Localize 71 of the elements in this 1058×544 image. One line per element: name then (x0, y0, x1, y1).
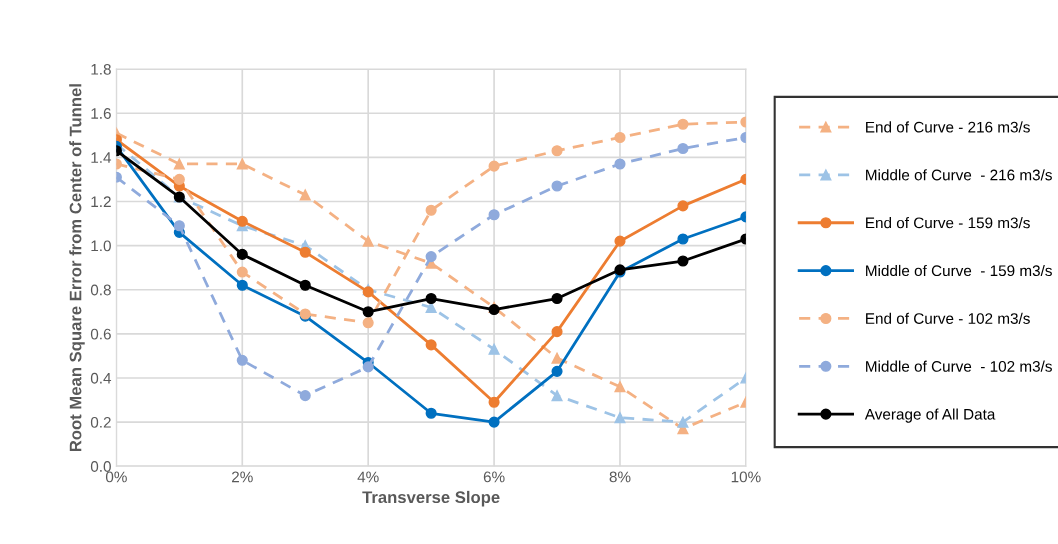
point (551, 390, 563, 402)
y-axis-title: Root Mean Square Error from Center of Tunnel (69, 84, 85, 452)
point (488, 396, 500, 408)
y-tick-label: 0.0 (90, 461, 111, 472)
point (614, 412, 626, 424)
legend-label: End of Curve - 102 m3/s (866, 312, 1030, 324)
point (551, 365, 563, 377)
point (425, 204, 437, 216)
point (299, 279, 311, 291)
x-tick-label: 0% (105, 471, 127, 483)
point (551, 180, 563, 192)
point (677, 233, 689, 245)
point (488, 209, 500, 221)
point (362, 361, 374, 373)
point (425, 292, 437, 305)
y-tick-label: 1.6 (91, 108, 111, 119)
point (425, 339, 437, 351)
point (236, 279, 248, 291)
y-tick-label: 1.0 (91, 240, 111, 252)
point (551, 326, 563, 338)
point (551, 145, 563, 157)
point (299, 246, 311, 258)
x-tick-label: 8% (609, 471, 631, 483)
y-tick-label: 0.4 (90, 372, 112, 384)
legend-label: Middle of Curve - 102 m3/s (866, 360, 1052, 372)
point (677, 142, 689, 155)
point (551, 352, 563, 364)
point (362, 317, 374, 329)
point (236, 266, 248, 278)
y-tick-label: 0.2 (90, 416, 111, 428)
point (488, 304, 500, 316)
point (299, 390, 311, 402)
point (173, 158, 185, 170)
point (236, 248, 248, 260)
point (677, 416, 689, 428)
x-tick-label: 10% (731, 471, 761, 483)
point (614, 158, 626, 170)
point (236, 215, 248, 227)
point (614, 235, 626, 247)
x-tick-label: 4% (357, 471, 379, 483)
y-tick-label: 0.6 (90, 328, 111, 340)
point (614, 131, 626, 144)
point (173, 173, 185, 185)
point (488, 343, 500, 355)
y-tick-label: 1.4 (91, 152, 112, 163)
point (362, 306, 374, 318)
legend-label: End of Curve - 159 m3/s (866, 217, 1030, 229)
point (236, 158, 248, 170)
point (362, 235, 374, 247)
point (425, 407, 437, 419)
point (173, 220, 185, 232)
x-axis-title: Transverse Slope (362, 490, 500, 507)
legend-label: End of Curve - 216 m3/s (866, 121, 1030, 133)
point (299, 189, 311, 201)
point (488, 160, 500, 172)
point (677, 118, 689, 130)
y-tick-label: 1.8 (91, 63, 111, 75)
point (677, 200, 689, 212)
point (551, 292, 563, 305)
point (425, 251, 437, 263)
point (677, 255, 689, 267)
point (614, 381, 626, 393)
x-tick-label: 6% (483, 471, 505, 483)
point (488, 416, 500, 428)
legend-label: Middle of Curve - 159 m3/s (866, 264, 1052, 277)
x-tick-label: 2% (232, 471, 253, 483)
y-tick-label: 1.2 (91, 196, 111, 207)
point (236, 354, 248, 366)
legend-label: Middle of Curve - 216 m3/s (866, 169, 1052, 181)
legend-label: Average of All Data (864, 408, 996, 423)
y-tick-label: 0.8 (90, 284, 111, 296)
